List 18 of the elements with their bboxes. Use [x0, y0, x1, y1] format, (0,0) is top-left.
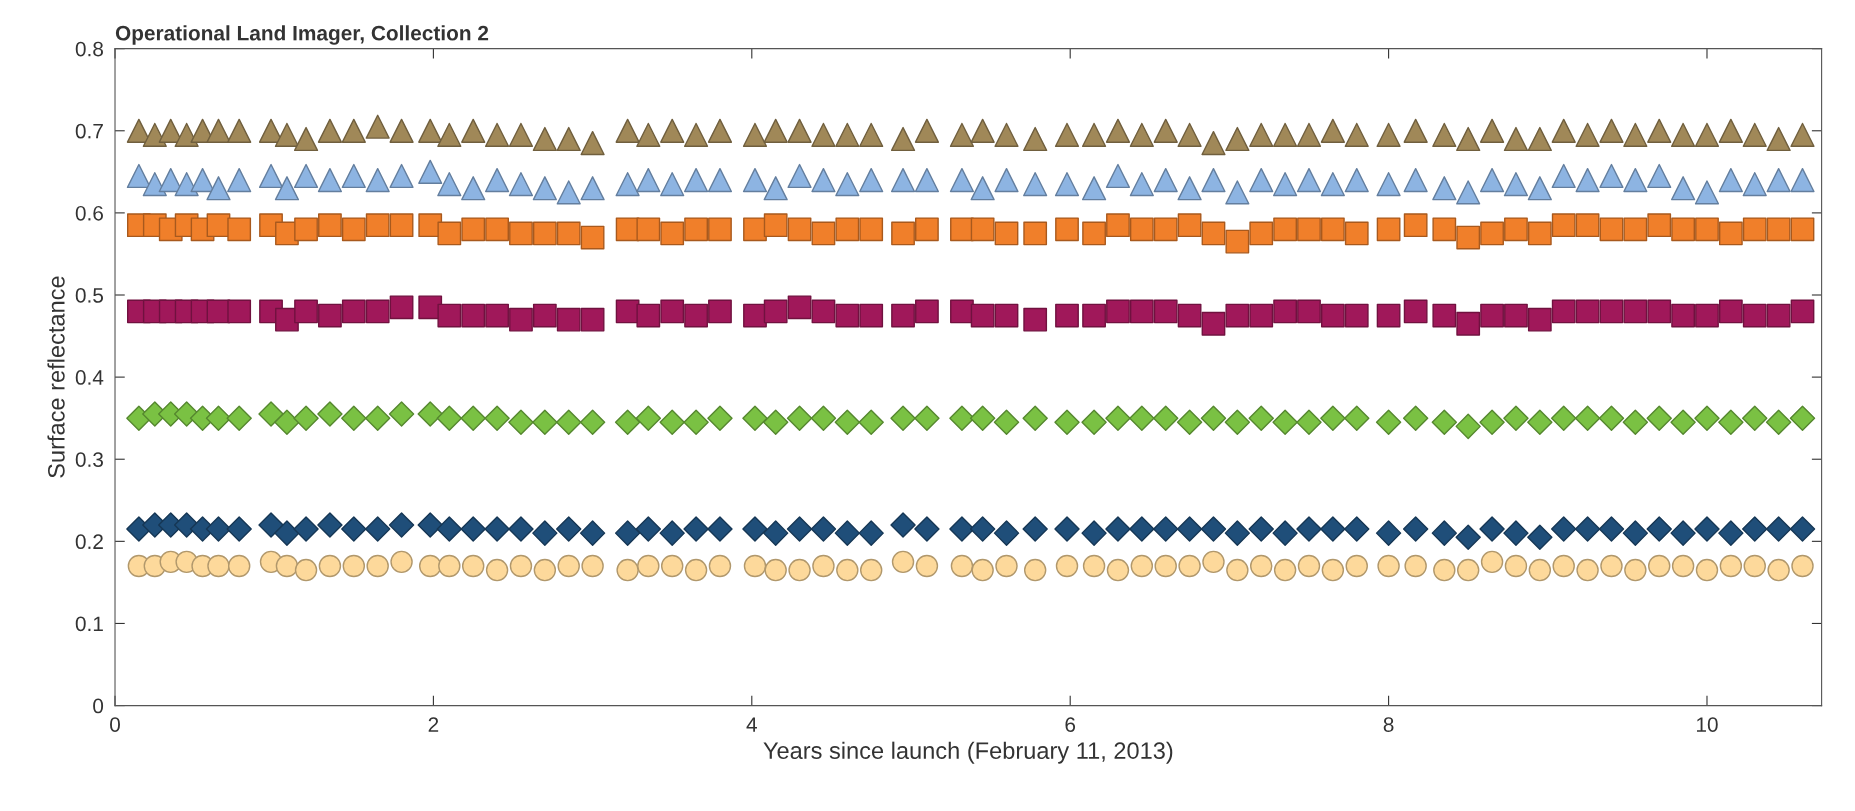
x-tick-label: 6: [1065, 717, 1076, 732]
y-tick-label: 0.5: [75, 288, 104, 303]
y-tick-label: 0.7: [75, 123, 103, 139]
x-axis-title: Years since launch (February 11, 2013): [763, 741, 1173, 764]
chart-title: Operational Land Imager, Collection 2: [115, 25, 489, 45]
y-tick-label: 0.8: [75, 41, 103, 57]
y-tick-label: 0.2: [75, 534, 103, 550]
y-tick-label: 0.3: [75, 452, 103, 467]
x-tick-label: 0: [110, 717, 120, 732]
y-tick-label: 0.1: [75, 616, 103, 632]
y-tick-label: 0.4: [75, 370, 104, 385]
y-tick-label: 0: [93, 698, 104, 714]
x-tick-label: 4: [746, 717, 757, 732]
y-axis-title: Surface reflectance: [47, 276, 65, 478]
x-tick-label: 10: [1696, 717, 1718, 732]
x-tick-label: 8: [1383, 717, 1394, 732]
x-tick-label: 2: [428, 717, 439, 732]
y-tick-label: 0.6: [75, 205, 103, 221]
